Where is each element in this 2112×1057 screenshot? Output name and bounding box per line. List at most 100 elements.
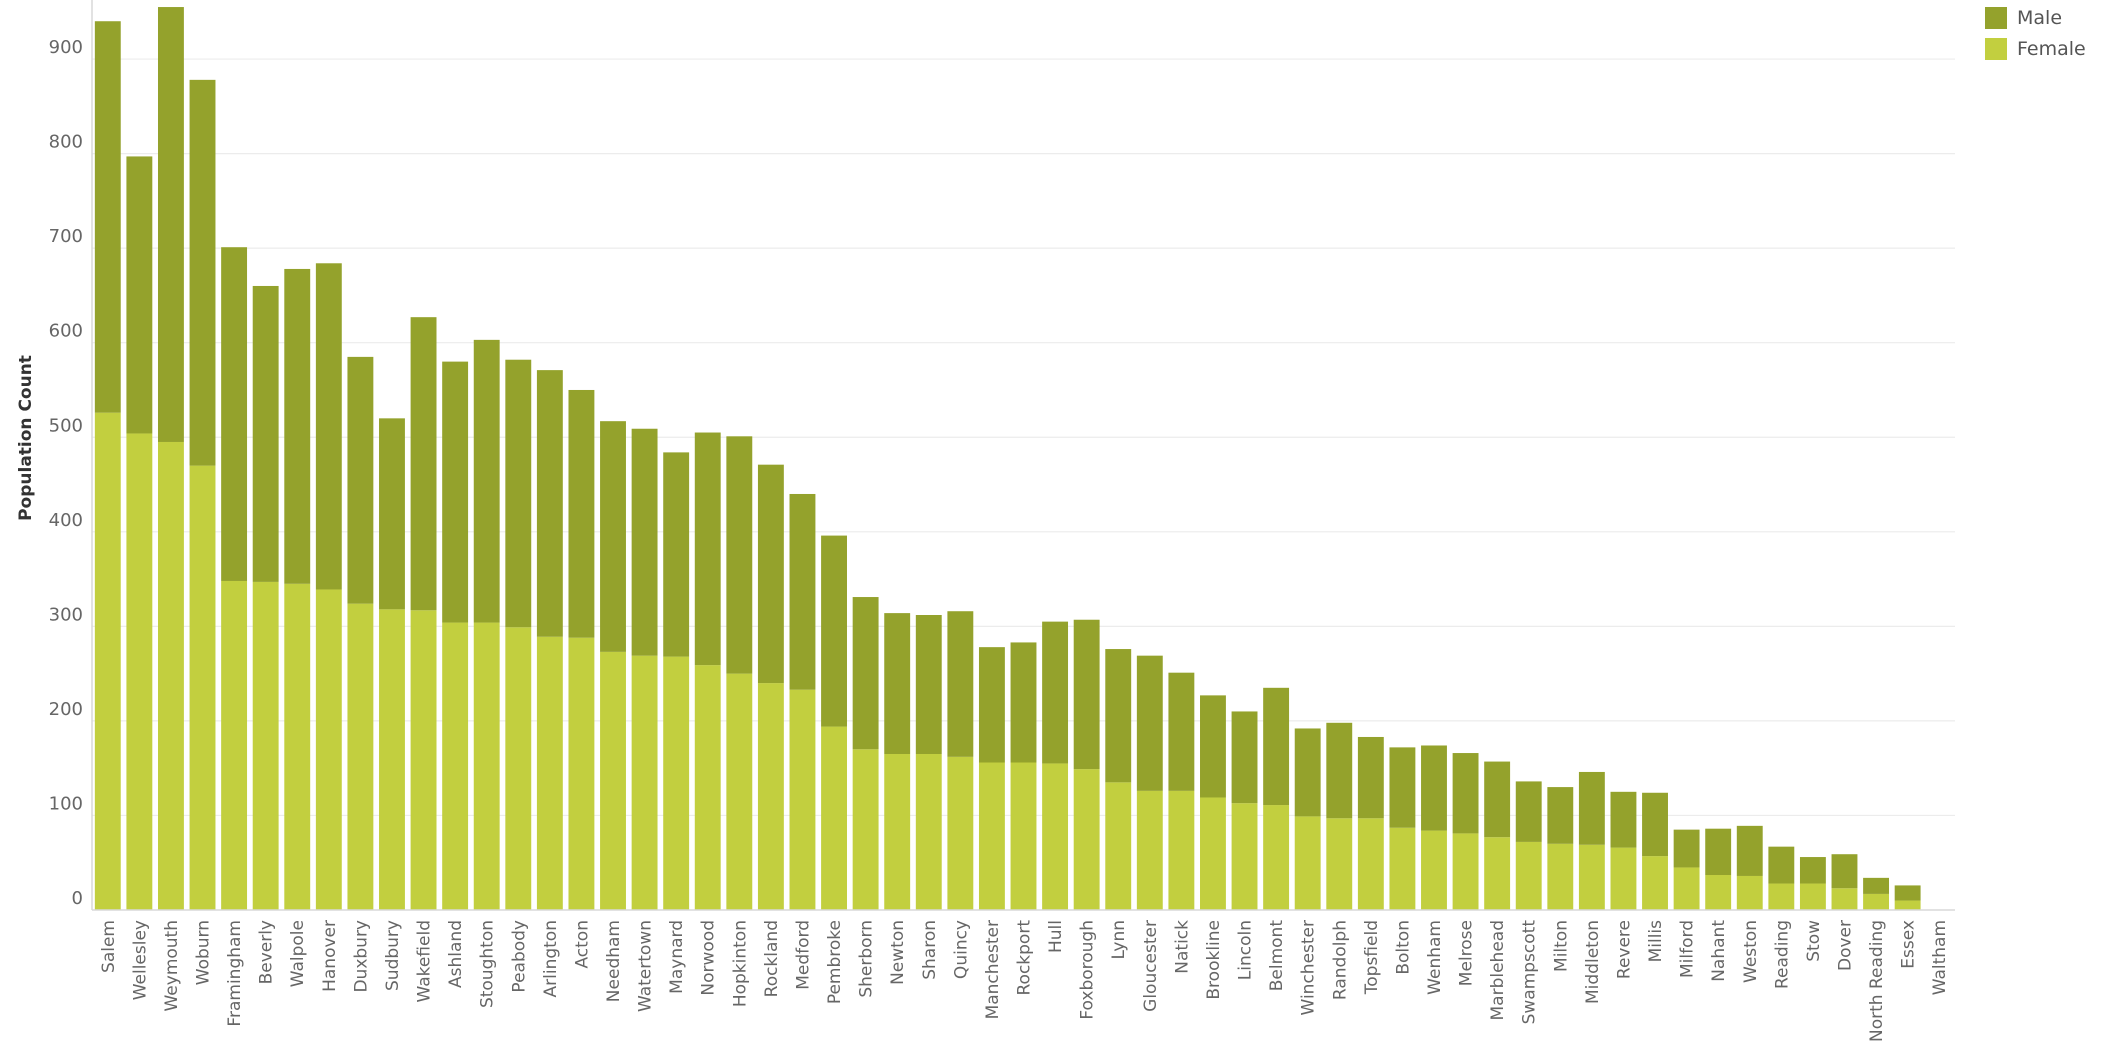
bar-male-dover[interactable] (1831, 854, 1858, 889)
bar-male-hopkinton[interactable] (726, 436, 753, 674)
bar-male-duxbury[interactable] (347, 356, 374, 604)
bar-male-acton[interactable] (568, 389, 595, 638)
bar-female-lynn[interactable] (1105, 782, 1132, 910)
bar-male-north-reading[interactable] (1863, 877, 1890, 894)
bar-female-manchester[interactable] (978, 762, 1005, 910)
bar-male-foxborough[interactable] (1073, 619, 1100, 770)
bar-female-rockport[interactable] (1010, 762, 1037, 910)
bar-female-nahant[interactable] (1705, 875, 1732, 910)
bar-female-gloucester[interactable] (1136, 790, 1163, 910)
bar-male-weston[interactable] (1736, 825, 1763, 876)
bar-female-wellesley[interactable] (126, 433, 153, 910)
bar-female-hanover[interactable] (315, 589, 342, 910)
bar-female-acton[interactable] (568, 637, 595, 910)
bar-female-walpole[interactable] (284, 583, 311, 910)
bar-female-watertown[interactable] (631, 655, 658, 910)
bar-female-quincy[interactable] (947, 756, 974, 910)
bar-male-natick[interactable] (1168, 672, 1195, 791)
bar-male-wellesley[interactable] (126, 156, 153, 434)
bar-male-brookline[interactable] (1200, 695, 1226, 798)
legend-item-male[interactable]: Male (1985, 2, 2086, 33)
bar-female-rockland[interactable] (757, 683, 784, 910)
bar-female-medford[interactable] (789, 689, 816, 910)
bar-female-reading[interactable] (1768, 883, 1795, 910)
bar-male-peabody[interactable] (505, 359, 532, 628)
bar-male-middleton[interactable] (1578, 771, 1605, 845)
bar-male-essex[interactable] (1894, 885, 1921, 901)
bar-male-lynn[interactable] (1105, 649, 1132, 783)
bar-male-rockland[interactable] (757, 464, 784, 684)
bar-female-brookline[interactable] (1200, 797, 1226, 910)
bar-female-ashland[interactable] (442, 622, 469, 910)
bar-female-north-reading[interactable] (1863, 893, 1890, 910)
bar-female-winchester[interactable] (1294, 816, 1321, 910)
bar-male-watertown[interactable] (631, 428, 658, 656)
bar-female-middleton[interactable] (1578, 844, 1605, 910)
bar-female-melrose[interactable] (1452, 833, 1479, 910)
bar-female-stow[interactable] (1799, 883, 1826, 910)
bar-female-milton[interactable] (1547, 843, 1574, 910)
bar-female-framingham[interactable] (221, 580, 248, 910)
bar-male-rockport[interactable] (1010, 642, 1037, 763)
bar-female-arlington[interactable] (536, 636, 563, 910)
bar-male-bolton[interactable] (1389, 747, 1416, 828)
bar-female-hopkinton[interactable] (726, 673, 753, 910)
bar-female-woburn[interactable] (189, 465, 216, 910)
bar-female-bolton[interactable] (1389, 827, 1416, 910)
bar-female-topsfield[interactable] (1357, 818, 1384, 910)
bar-male-norwood[interactable] (694, 432, 721, 666)
bar-female-norwood[interactable] (694, 665, 721, 910)
bar-male-millis[interactable] (1642, 792, 1668, 857)
bar-female-sharon[interactable] (915, 753, 942, 910)
bar-female-swampscott[interactable] (1515, 841, 1542, 910)
bar-male-belmont[interactable] (1263, 687, 1290, 806)
bar-male-arlington[interactable] (536, 370, 563, 637)
bar-male-weymouth[interactable] (157, 7, 184, 442)
bar-male-newton[interactable] (884, 613, 911, 754)
bar-female-milford[interactable] (1673, 867, 1700, 910)
bar-male-nahant[interactable] (1705, 828, 1732, 876)
bar-male-woburn[interactable] (189, 79, 216, 466)
bar-female-newton[interactable] (884, 753, 911, 910)
bar-female-sudbury[interactable] (379, 609, 405, 910)
bar-female-revere[interactable] (1610, 847, 1637, 910)
bar-male-marblehead[interactable] (1484, 761, 1511, 838)
bar-female-dover[interactable] (1831, 888, 1858, 910)
bar-male-revere[interactable] (1610, 791, 1637, 848)
bar-male-winchester[interactable] (1294, 728, 1321, 817)
bar-female-needham[interactable] (600, 651, 626, 910)
bar-male-hull[interactable] (1042, 621, 1069, 764)
bar-male-manchester[interactable] (978, 647, 1005, 763)
bar-male-ashland[interactable] (442, 361, 469, 623)
bar-female-weston[interactable] (1736, 875, 1763, 910)
bar-female-randolph[interactable] (1326, 818, 1353, 910)
bar-female-wakefield[interactable] (410, 610, 437, 910)
bar-female-wenham[interactable] (1421, 830, 1447, 910)
legend-item-female[interactable]: Female (1985, 33, 2086, 64)
bar-male-stow[interactable] (1799, 857, 1826, 884)
bar-male-milton[interactable] (1547, 787, 1574, 844)
bar-male-sudbury[interactable] (379, 418, 405, 610)
bar-female-weymouth[interactable] (157, 441, 184, 910)
bar-female-salem[interactable] (94, 412, 121, 910)
bar-male-randolph[interactable] (1326, 722, 1353, 819)
bar-female-belmont[interactable] (1263, 805, 1290, 910)
bar-female-sherborn[interactable] (852, 749, 879, 910)
bar-male-maynard[interactable] (663, 452, 690, 657)
bar-female-duxbury[interactable] (347, 603, 374, 910)
bar-female-essex[interactable] (1894, 900, 1921, 910)
bar-male-lincoln[interactable] (1231, 711, 1258, 804)
bar-female-maynard[interactable] (663, 656, 690, 910)
bar-male-sherborn[interactable] (852, 597, 879, 750)
bar-female-natick[interactable] (1168, 790, 1195, 910)
bar-male-wenham[interactable] (1421, 745, 1447, 831)
bar-male-framingham[interactable] (221, 247, 248, 581)
bar-male-salem[interactable] (94, 21, 121, 413)
bar-female-marblehead[interactable] (1484, 837, 1511, 910)
bar-male-hanover[interactable] (315, 263, 342, 590)
bar-female-hull[interactable] (1042, 763, 1069, 910)
bar-male-topsfield[interactable] (1357, 736, 1384, 819)
bar-female-millis[interactable] (1642, 856, 1668, 910)
bar-male-medford[interactable] (789, 493, 816, 690)
bar-male-reading[interactable] (1768, 846, 1795, 884)
